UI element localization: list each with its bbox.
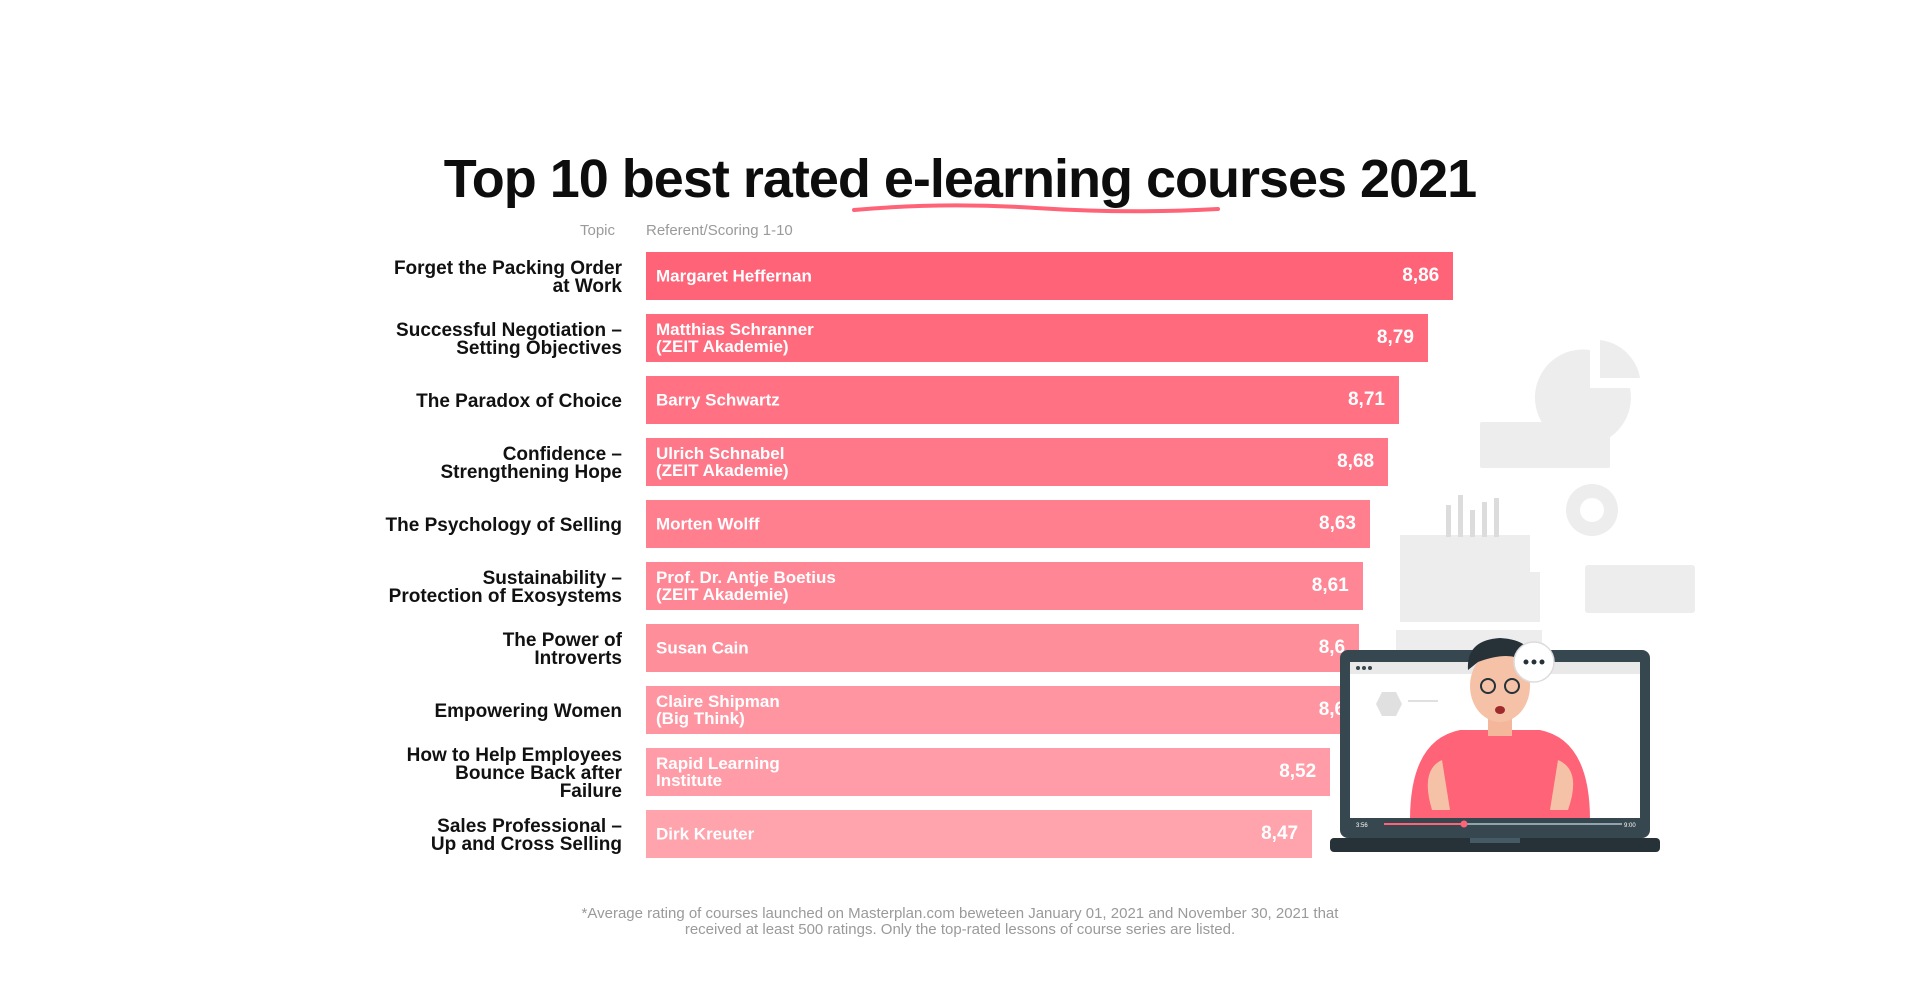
speech-bubble-icon (1513, 641, 1555, 683)
bar-referent-label: Matthias Schranner (ZEIT Akademie) (656, 320, 814, 356)
topic-label: Sales Professional – Up and Cross Sellin… (430, 816, 622, 855)
bar-value-label: 8,61 (1311, 575, 1349, 596)
bar-value-label: 8,6 (1318, 699, 1346, 720)
bar: Ulrich Schnabel (ZEIT Akademie) 8,68 (646, 438, 1389, 486)
bar: Claire Shipman (Big Think) 8,6 (646, 686, 1360, 734)
bar-value-label: 8,47 (1261, 823, 1299, 844)
bar: Susan Cain 8,6 (646, 624, 1360, 672)
topic-label: Sustainability – Protection of Exosystem… (388, 568, 622, 607)
topic-label: Empowering Women (434, 701, 622, 722)
bar-referent-label: Margaret Heffernan (656, 266, 812, 286)
person (1410, 638, 1590, 820)
bar-value-label: 8,68 (1337, 451, 1375, 472)
bar-value-label: 8,63 (1319, 513, 1356, 534)
topic-label: Confidence – Strengthening Hope (440, 444, 622, 483)
svg-text:3:56: 3:56 (1356, 823, 1368, 829)
topic-label: Successful Negotiation – Setting Objecti… (396, 320, 622, 359)
footnote: *Average rating of courses launched on M… (581, 905, 1339, 938)
bar: Barry Schwartz 8,71 (646, 376, 1399, 424)
bar: Dirk Kreuter 8,47 (646, 810, 1313, 858)
topic-label: The Paradox of Choice (416, 391, 622, 412)
topic-label: How to Help Employees Bounce Back after … (406, 745, 622, 802)
bar-value-label: 8,79 (1376, 327, 1414, 348)
bar: Rapid Learning Institute 8,52 (646, 748, 1331, 796)
topic-label: The Power of Introverts (502, 630, 622, 669)
bar-referent-label: Rapid Learning Institute (656, 754, 780, 790)
title-underline (852, 203, 1220, 214)
bar-referent-label: Susan Cain (656, 638, 749, 658)
bar: Morten Wolff 8,63 (646, 500, 1370, 548)
column-header-referent: Referent/Scoring 1-10 (646, 222, 793, 239)
topic-label: Forget the Packing Order at Work (393, 258, 622, 297)
chart-title: Top 10 best rated e-learning courses 202… (443, 149, 1477, 209)
topic-label: The Psychology of Selling (385, 515, 622, 536)
background-decor (1396, 340, 1695, 686)
bar: Matthias Schranner (ZEIT Akademie) 8,79 (646, 314, 1428, 362)
bar-value-label: 8,52 (1279, 761, 1317, 782)
column-header-topic: Topic (580, 222, 616, 239)
bar-referent-label: Dirk Kreuter (656, 824, 755, 844)
bar-referent-label: Ulrich Schnabel (ZEIT Akademie) (656, 444, 789, 480)
video-progress-bar: 3:56 9:00 (1350, 818, 1640, 830)
bar-referent-label: Barry Schwartz (656, 390, 780, 410)
svg-text:9:00: 9:00 (1624, 823, 1636, 829)
bar-value-label: 8,86 (1402, 265, 1440, 286)
bar: Prof. Dr. Antje Boetius (ZEIT Akademie) 8… (646, 562, 1363, 610)
bar-value-label: 8,6 (1318, 637, 1346, 658)
bar-referent-label: Claire Shipman (Big Think) (656, 692, 780, 728)
person-in-video-call-icon: 3:56 9:00 (1330, 340, 1695, 852)
bar-value-label: 8,71 (1347, 389, 1385, 410)
bar-referent-label: Prof. Dr. Antje Boetius (ZEIT Akademie) (656, 568, 836, 604)
bar-referent-label: Morten Wolff (656, 514, 760, 534)
bar: Margaret Heffernan 8,86 (646, 252, 1454, 300)
